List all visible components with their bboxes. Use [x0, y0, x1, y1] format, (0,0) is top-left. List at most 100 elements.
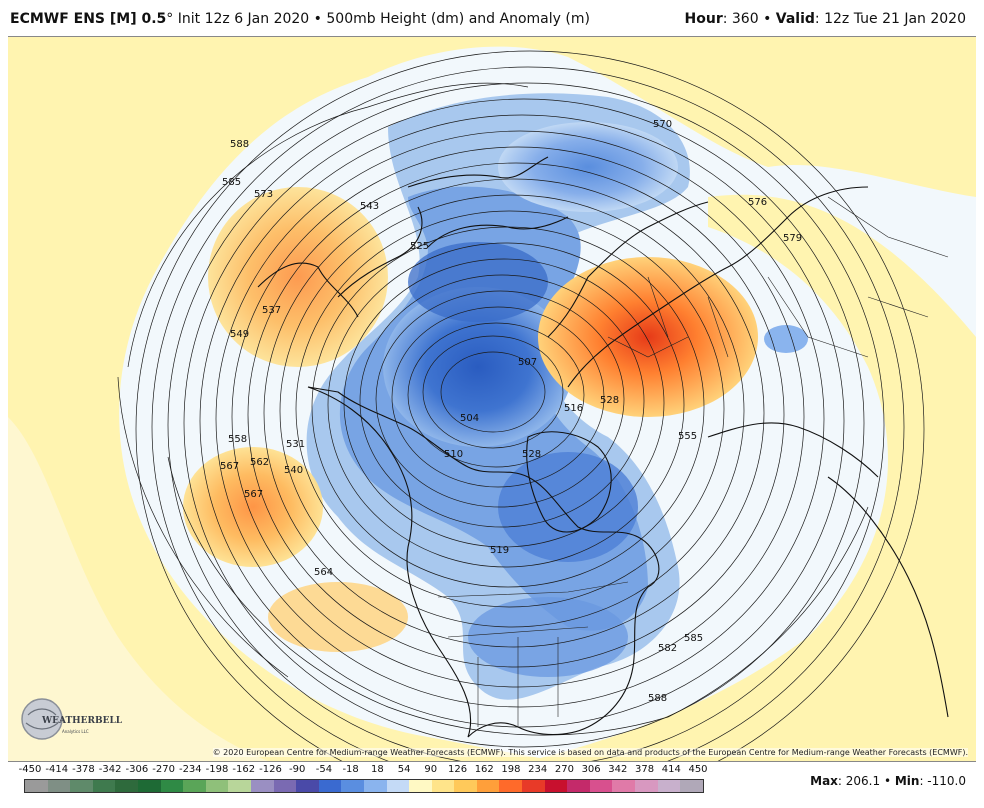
colorbar-swatch	[47, 780, 71, 792]
colorbar-label: 450	[688, 764, 708, 775]
hudson-trough	[498, 452, 638, 562]
colorbar-label: 378	[635, 764, 655, 775]
contour-label: 573	[254, 189, 273, 200]
logo-globe-icon	[21, 698, 63, 740]
map-canvas: 588 585 573 549 537 543 525 570 576 579 …	[8, 37, 976, 761]
colorbar-swatch	[250, 780, 274, 792]
contour-label: 588	[230, 139, 249, 150]
colorbar-swatch	[70, 780, 93, 792]
contour-label: 516	[564, 403, 583, 414]
small-negative-anomaly	[764, 325, 808, 353]
contour-label: 519	[490, 545, 509, 556]
model-name: ECMWF ENS [M] 0.5	[10, 11, 167, 27]
colorbar-label: 234	[528, 764, 548, 775]
colorbar-label: 414	[661, 764, 681, 775]
vortex-lobe-north	[408, 242, 548, 322]
siberian-ridge	[538, 257, 758, 417]
borders	[437, 196, 949, 727]
contour-label: 579	[783, 233, 802, 244]
height-contours	[117, 50, 925, 761]
contour-label: 562	[250, 457, 269, 468]
colorbar-swatch	[680, 780, 703, 792]
anomaly-colorbar: -450 -414 -378 -342 -306 -270 -234 -198 -162 -126…	[14, 764, 708, 804]
colorbar-swatches	[24, 779, 704, 793]
valid-value: : 12z Tue 21 Jan 2020	[814, 11, 966, 27]
contour-label: 507	[518, 357, 537, 368]
contour-label: 537	[262, 305, 281, 316]
colorbar-label: -342	[98, 764, 122, 775]
contour-label: 540	[284, 465, 303, 476]
colorbar-label: 54	[397, 764, 411, 775]
coastlines	[257, 156, 949, 738]
valid-label: Valid	[775, 11, 815, 27]
valid-time: Hour: 360 • Valid: 12z Tue 21 Jan 2020	[685, 11, 966, 27]
weatherbell-logo: WEATHERBELL Analytics LLC	[21, 698, 123, 740]
contour-label: 531	[286, 439, 305, 450]
title-separator: •	[309, 11, 327, 27]
colorbar-swatch	[454, 780, 477, 792]
hour-label: Hour	[684, 11, 723, 27]
contour-label: 555	[678, 431, 697, 442]
colorbar-swatch	[341, 780, 364, 792]
polar-map: 588 585 573 549 537 543 525 570 576 579 …	[8, 36, 976, 762]
contour-label: 567	[220, 461, 239, 472]
degree-symbol: °	[166, 11, 174, 27]
colorbar-swatch	[273, 780, 297, 792]
colorbar-swatch	[205, 780, 229, 792]
map-header: ECMWF ENS [M] 0.5° Init 12z 6 Jan 2020 •…	[0, 0, 984, 36]
colorbar-label: 90	[424, 764, 438, 775]
colorbar-label: 162	[474, 764, 494, 775]
colorbar-swatch	[386, 780, 410, 792]
colorbar-swatch	[363, 780, 387, 792]
logo-subtext: Analytics LLC	[62, 729, 89, 734]
product-name: 500mb Height (dm) and Anomaly (m)	[326, 11, 590, 27]
colorbar-label: -126	[259, 764, 282, 775]
colorbar-label: -414	[45, 764, 69, 775]
colorbar-swatch	[409, 780, 432, 792]
colorbar-swatch	[296, 780, 319, 792]
colorbar-swatch	[228, 780, 251, 792]
colorbar-label: -450	[18, 764, 42, 775]
colorbar-label: 270	[554, 764, 574, 775]
colorbar-label: -18	[342, 764, 359, 775]
colorbar-swatch	[92, 780, 116, 792]
copyright-notice: © 2020 European Centre for Medium-range …	[212, 748, 968, 757]
contour-label: 543	[360, 201, 379, 212]
colorbar-label: -270	[152, 764, 175, 775]
colorbar-label: 18	[370, 764, 384, 775]
colorbar-swatch	[183, 780, 206, 792]
colorbar-label: 342	[608, 764, 628, 775]
contour-label: 528	[522, 449, 541, 460]
colorbar-swatch	[25, 780, 48, 792]
min-value: : -110.0	[919, 774, 966, 788]
colorbar-labels: -450 -414 -378 -342 -306 -270 -234 -198 -162 -126…	[14, 764, 708, 778]
contour-label: 525	[410, 241, 429, 252]
atlantic-ridge	[208, 187, 388, 367]
colorbar-label: 126	[447, 764, 468, 775]
colorbar-swatch	[115, 780, 138, 792]
contour-label: 582	[658, 643, 677, 654]
contour-label: 510	[444, 449, 463, 460]
eastern-us-trough	[468, 597, 628, 677]
colorbar-swatch	[635, 780, 658, 792]
contour-label-group: 588 585 573 549 537 543 525 570 576 579 …	[220, 119, 802, 704]
contour-label: 567	[244, 489, 263, 500]
contour-label: 549	[230, 329, 249, 340]
contour-label: 558	[228, 434, 247, 445]
colorbar-swatch	[499, 780, 523, 792]
contour-label: 564	[314, 567, 333, 578]
contour-label: 576	[748, 197, 767, 208]
pacific-ridge-south	[268, 582, 408, 652]
colorbar-swatch	[544, 780, 568, 792]
contour-label: 570	[653, 119, 672, 130]
colorbar-swatch	[318, 780, 342, 792]
colorbar-label: -198	[205, 764, 229, 775]
colorbar-swatch	[431, 780, 455, 792]
colorbar-label: 306	[581, 764, 601, 775]
pacific-ridge	[183, 447, 323, 567]
colorbar-label: -378	[72, 764, 95, 775]
logo-text: WEATHERBELL	[41, 716, 123, 726]
colorbar-label: -162	[232, 764, 256, 775]
scandinavia-trough	[498, 122, 678, 212]
contour-label: 585	[222, 177, 241, 188]
